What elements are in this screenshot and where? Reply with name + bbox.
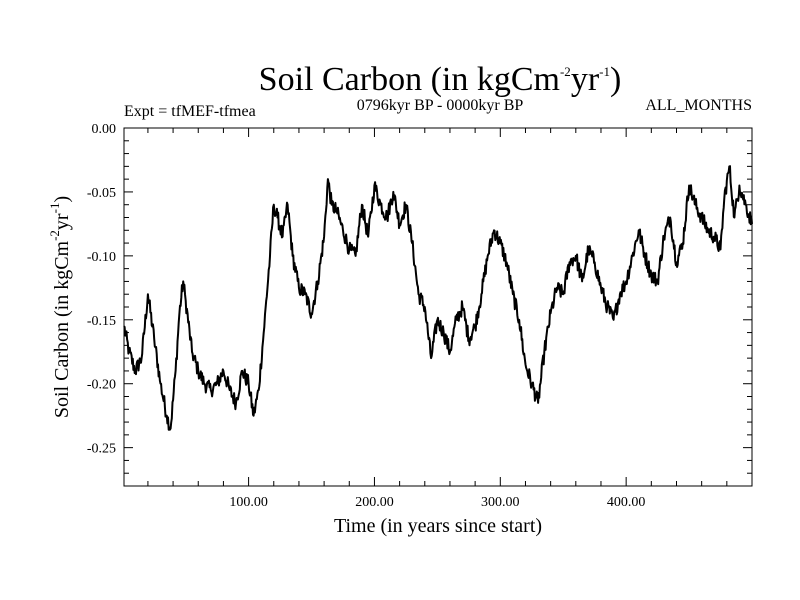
x-tick-label: 400.00 (607, 495, 646, 510)
experiment-label: Expt = tfMEF-tfmea (124, 103, 256, 120)
x-tick-label: 100.00 (229, 495, 268, 510)
y-tick-label: -0.05 (87, 186, 116, 201)
soil-carbon-series-line (123, 165, 753, 431)
y-tick-label: -0.10 (87, 250, 116, 265)
y-tick-label: -0.15 (87, 314, 116, 329)
x-axis: 100.00 200.00 300.00 400.00 (147, 128, 728, 510)
time-range-label: 0796kyr BP - 0000kyr BP (357, 97, 524, 114)
months-label: ALL_MONTHS (645, 97, 752, 114)
y-axis: 0.00 -0.05 -0.10 -0.15 -0.20 -0.25 (87, 122, 752, 474)
chart-title: Soil Carbon (in kgCm-2yr-1) (259, 61, 622, 98)
x-tick-label: 200.00 (355, 495, 394, 510)
x-tick-label: 300.00 (481, 495, 520, 510)
y-tick-label: 0.00 (92, 122, 117, 137)
y-axis-label: Soil Carbon (in kgCm-2yr-1) (47, 196, 73, 418)
y-tick-label: -0.25 (87, 442, 116, 457)
plot-frame (123, 127, 753, 487)
y-tick-label: -0.20 (87, 378, 116, 393)
x-axis-label: Time (in years since start) (334, 515, 542, 537)
